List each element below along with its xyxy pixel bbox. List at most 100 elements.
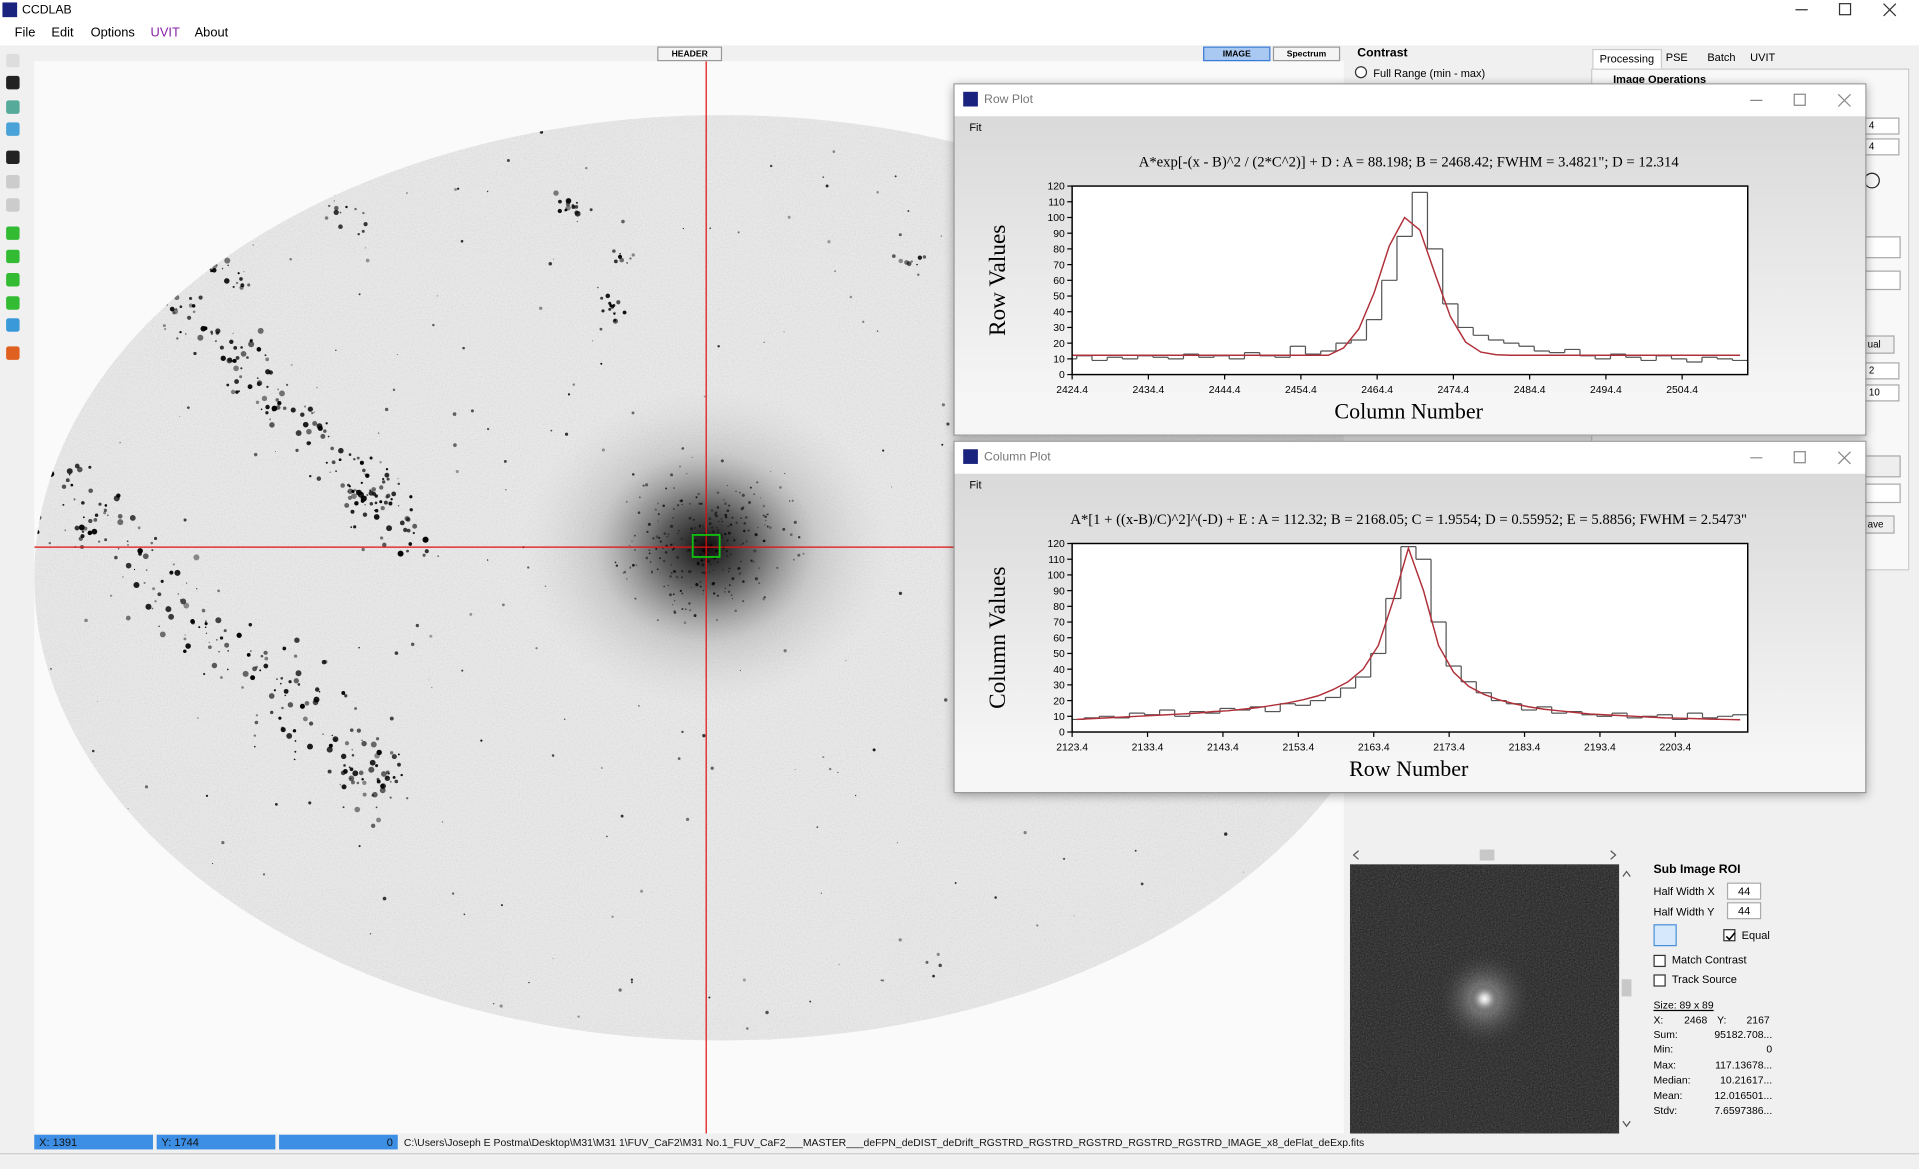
dropdown[interactable]: [1863, 236, 1901, 259]
star: [271, 405, 278, 412]
match-contrast-checkbox[interactable]: [1653, 954, 1666, 968]
star: [681, 503, 684, 506]
spectrum-button[interactable]: Spectrum: [1272, 46, 1341, 62]
x-tick-label: 2173.4: [1433, 742, 1465, 753]
partial-button[interactable]: ave: [1862, 515, 1895, 534]
menu-item[interactable]: Edit: [51, 25, 74, 41]
star: [277, 388, 279, 391]
menu-item[interactable]: About: [194, 25, 229, 41]
left-toolbar: [6, 53, 20, 360]
star: [314, 196, 318, 200]
star: [1205, 949, 1209, 953]
window-title: Column Plot: [984, 450, 1051, 464]
tool-icon: [6, 346, 20, 360]
star: [380, 783, 385, 789]
star: [235, 390, 239, 394]
header-button[interactable]: HEADER: [657, 46, 723, 62]
star: [872, 748, 876, 752]
star: [99, 366, 103, 370]
star: [322, 733, 324, 735]
star: [325, 461, 328, 464]
spin-box[interactable]: 10: [1862, 384, 1900, 402]
star: [129, 515, 136, 521]
star: [309, 721, 314, 726]
star: [656, 502, 659, 505]
star: [158, 625, 160, 628]
menu-item[interactable]: Options: [90, 25, 135, 41]
tab[interactable]: PSE: [1665, 51, 1688, 64]
star: [182, 271, 188, 278]
star: [253, 452, 258, 457]
star: [834, 270, 836, 272]
star: [762, 597, 766, 601]
partial-button[interactable]: ual: [1862, 335, 1895, 354]
menu-item[interactable]: UVIT: [150, 25, 180, 41]
radio-full-range[interactable]: [1354, 66, 1368, 79]
star: [726, 485, 728, 487]
star: [384, 472, 390, 478]
star: [728, 571, 730, 573]
star: [747, 529, 750, 532]
star: [327, 435, 330, 438]
half-width-y-input[interactable]: 44: [1726, 902, 1762, 920]
y-axis-label: Column Values: [985, 567, 1011, 709]
status-y: Y: 1744: [156, 1134, 276, 1150]
star: [282, 406, 287, 411]
spin-box[interactable]: 4: [1862, 117, 1900, 135]
star: [791, 499, 794, 502]
star: [762, 504, 766, 508]
window-menu[interactable]: Fit: [969, 478, 982, 491]
half-width-x-input[interactable]: 44: [1726, 882, 1762, 900]
star: [406, 192, 408, 194]
tab[interactable]: UVIT: [1750, 51, 1776, 64]
star: [672, 508, 675, 510]
star: [351, 780, 355, 785]
star: [242, 670, 249, 677]
star: [264, 354, 267, 357]
star: [702, 527, 705, 529]
star: [770, 470, 772, 473]
star: [349, 728, 354, 732]
status-x: X: 1391: [34, 1134, 153, 1150]
star: [349, 767, 354, 772]
pos-x-value: 2468: [1684, 1013, 1708, 1026]
star: [67, 1030, 70, 1032]
star: [1243, 871, 1245, 873]
star: [437, 555, 439, 557]
star: [681, 570, 684, 573]
star: [339, 783, 342, 786]
text-box[interactable]: [1863, 270, 1901, 291]
window-menu[interactable]: Fit: [969, 121, 982, 134]
star: [357, 232, 360, 236]
star: [608, 307, 612, 311]
star: [462, 346, 465, 350]
roi-tool-button[interactable]: [1653, 924, 1677, 947]
window-title: Row Plot: [984, 93, 1033, 107]
window-title-bar: [954, 441, 1866, 474]
star: [311, 411, 314, 415]
menu-bar: [0, 20, 1919, 46]
star: [397, 753, 400, 756]
star: [308, 188, 312, 192]
tab[interactable]: Processing: [1592, 48, 1662, 69]
star: [347, 488, 353, 494]
spin-box[interactable]: 4: [1862, 138, 1900, 156]
text-box[interactable]: [1863, 483, 1901, 504]
star: [74, 525, 80, 531]
tab[interactable]: Batch: [1707, 51, 1736, 64]
star: [290, 363, 293, 366]
star: [340, 483, 345, 488]
spin-box[interactable]: 2: [1862, 362, 1900, 380]
star: [299, 703, 305, 709]
star: [295, 448, 299, 452]
y-tick-label: 20: [1053, 696, 1065, 707]
equal-checkbox[interactable]: [1723, 929, 1736, 942]
star: [125, 615, 131, 621]
star: [226, 668, 229, 671]
menu-item[interactable]: File: [14, 25, 36, 41]
image-button[interactable]: IMAGE: [1203, 46, 1271, 62]
track-source-checkbox[interactable]: [1653, 974, 1666, 987]
star: [338, 447, 344, 454]
star: [327, 769, 332, 774]
star: [354, 207, 357, 211]
